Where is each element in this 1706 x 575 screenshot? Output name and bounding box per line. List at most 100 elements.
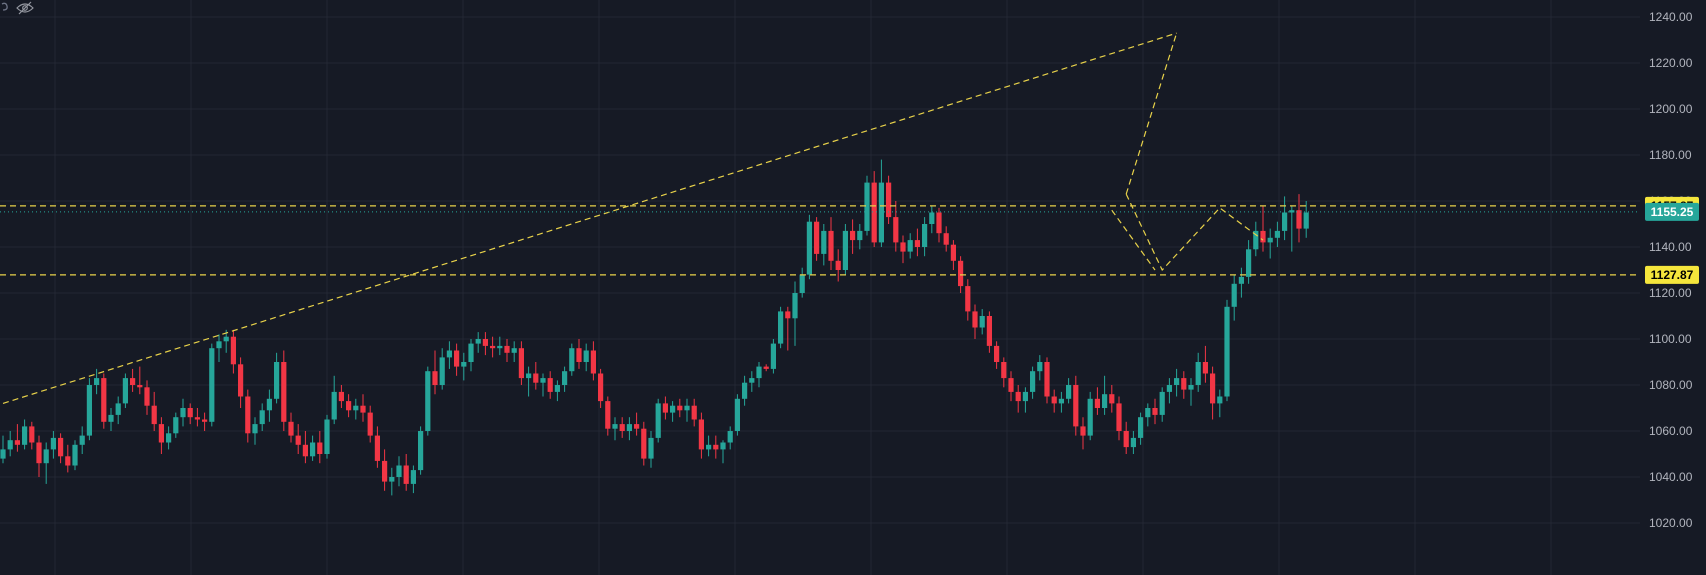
projection-upper-leg[interactable] [1125, 32, 1178, 195]
projection-path[interactable] [1125, 193, 1264, 272]
candle [943, 226, 949, 252]
candle-body [317, 442, 323, 454]
candle [814, 217, 820, 261]
candle-body [842, 230, 848, 270]
hide-eye-icon[interactable] [16, 1, 34, 15]
candle-body [576, 348, 582, 362]
candle [1181, 371, 1187, 399]
candle [108, 408, 114, 431]
candle [648, 431, 654, 468]
candle-body [490, 345, 496, 349]
candle-body [79, 435, 85, 445]
y-tick-label: 1020.00 [1649, 516, 1693, 530]
candle-body [1195, 362, 1201, 385]
candle-body [1001, 362, 1007, 379]
candle [101, 373, 107, 429]
rising-trendline[interactable] [2, 32, 1177, 404]
y-tick-label: 1080.00 [1649, 378, 1693, 392]
candle-body [1231, 283, 1237, 307]
candle-body [1030, 371, 1036, 392]
candle-body [662, 403, 668, 413]
candle [1094, 387, 1100, 415]
candle [187, 403, 193, 425]
candle [266, 389, 272, 422]
candle [612, 417, 618, 441]
candle-body [137, 385, 143, 388]
candle [86, 378, 92, 441]
candle [1289, 205, 1295, 252]
candle-body [1224, 306, 1230, 397]
candle [1087, 391, 1093, 441]
candle [1159, 387, 1165, 422]
candle-body [36, 442, 42, 464]
candle-body [245, 396, 251, 434]
candle [490, 336, 496, 358]
candle [1274, 221, 1280, 247]
candle [382, 449, 388, 491]
candle-body [396, 465, 402, 477]
candle-body [770, 343, 776, 369]
candle [194, 408, 200, 427]
candle [50, 431, 56, 459]
candle-body [1073, 385, 1079, 427]
candle-body [979, 316, 985, 328]
y-tick-label: 1200.00 [1649, 102, 1693, 116]
candle [662, 396, 668, 420]
candle-body [446, 350, 452, 358]
candle [461, 352, 467, 381]
price-badge-label: 1127.87 [1651, 268, 1694, 282]
candle [511, 341, 517, 362]
price-axis[interactable]: 1020.00 1040.00 1060.00 1080.00 1100.00 1120.… [1649, 10, 1693, 530]
top-left-toolbar [0, 0, 34, 16]
indicator-glyph-icon[interactable] [0, 1, 10, 15]
candle-body [1152, 408, 1158, 415]
candle-body [1094, 398, 1100, 408]
candle [295, 424, 301, 454]
candle-body [1145, 408, 1151, 418]
candle [871, 171, 877, 247]
candle-body [554, 385, 560, 392]
candle-body [720, 442, 726, 450]
candle [677, 398, 683, 418]
candle-body [1188, 385, 1194, 390]
candle [389, 467, 395, 496]
candle-body [1066, 385, 1072, 399]
candle-body [360, 405, 366, 413]
candle [734, 394, 740, 436]
candle-body [886, 182, 892, 218]
candle [22, 419, 28, 450]
candle-body [274, 362, 280, 399]
candle-body [655, 403, 661, 438]
candle [1051, 389, 1057, 413]
candle-body [1037, 362, 1043, 372]
candle-body [324, 419, 330, 454]
candle [202, 412, 208, 431]
candle-body [850, 230, 856, 241]
candle-body [612, 424, 618, 429]
candle-body [1253, 230, 1259, 250]
candle-body [1109, 394, 1115, 404]
candle-body [374, 435, 380, 461]
candle-body [590, 350, 596, 374]
candle [58, 433, 64, 464]
candle [886, 175, 892, 224]
candle-body [418, 431, 424, 471]
candle [72, 440, 78, 471]
candle-body [158, 424, 164, 443]
candle-body [108, 414, 114, 422]
price-badge-bg [1645, 202, 1699, 221]
candle-body [749, 378, 755, 383]
candle [475, 332, 481, 353]
candle [979, 309, 985, 335]
candle [353, 398, 359, 420]
candle [1303, 201, 1309, 238]
pullback-segment[interactable] [1111, 209, 1156, 271]
candle [598, 368, 604, 408]
candle [1123, 421, 1129, 454]
candle [1138, 412, 1144, 445]
candle-body [727, 431, 733, 443]
candle-body [864, 182, 870, 231]
candle-body [1210, 373, 1216, 404]
